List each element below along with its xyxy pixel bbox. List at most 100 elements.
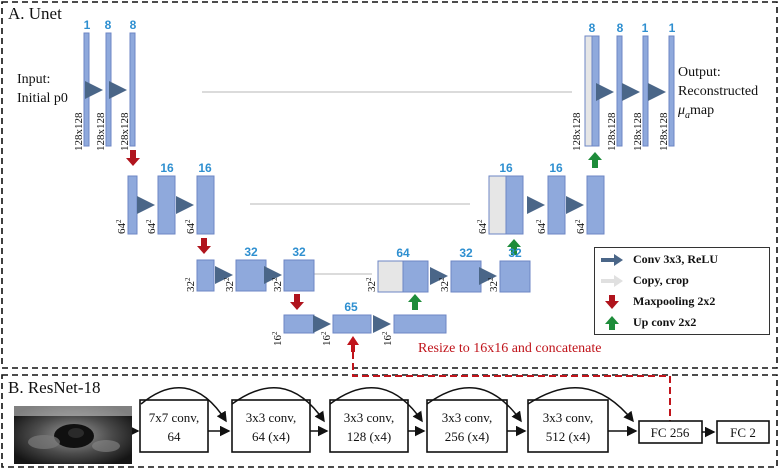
dark-arrow-right-icon xyxy=(601,254,623,266)
size-label: 642 xyxy=(115,219,128,234)
resize-connection xyxy=(347,336,671,421)
feature-map-enc2-a xyxy=(157,175,176,235)
size-label: 642 xyxy=(535,219,548,234)
resolution-label: 128x128 xyxy=(658,112,670,151)
resnet-blocks: 7x7 conv, 64 3x3 conv, 64 (x4) 3x3 conv,… xyxy=(139,399,770,453)
legend-label: Maxpooling 2x2 xyxy=(633,294,716,308)
output-label: Output: Reconstructed μamap xyxy=(678,64,758,122)
size-label: 642 xyxy=(574,219,587,234)
resnet-block-line1: 3x3 conv, xyxy=(246,410,296,425)
residual-curve xyxy=(140,386,227,423)
feature-map-bottle-out xyxy=(393,314,447,334)
legend-item-copy: Copy, crop xyxy=(595,272,771,290)
feature-map-dec1-copy xyxy=(584,35,593,147)
resnet-block-line1: 3x3 conv, xyxy=(344,410,394,425)
resnet-block-line1: 3x3 conv, xyxy=(442,410,492,425)
input-label-line2: Initial p0 xyxy=(17,90,68,106)
resnet-block-line2: 64 (x4) xyxy=(252,429,290,444)
output-label-line1: Output: xyxy=(678,65,721,80)
resnet-block xyxy=(231,399,311,453)
output-label-line3: μamap xyxy=(678,102,758,122)
size-label: 322 xyxy=(365,277,378,292)
resolution-labels: 128x128 128x128 128x128 128x128 128x128 … xyxy=(73,112,670,151)
conv-arrows xyxy=(85,81,666,333)
legend: Conv 3x3, ReLU Copy, crop Maxpooling 2x2… xyxy=(594,247,770,335)
residual-curve xyxy=(231,386,325,423)
channel-label: 16 xyxy=(160,161,174,175)
upconv-arrow-icon xyxy=(507,239,521,255)
legend-item-upconv: Up conv 2x2 xyxy=(595,314,771,332)
resolution-label: 128x128 xyxy=(73,112,85,151)
feature-map-dec2-copy xyxy=(488,175,507,235)
resolution-label: 128x128 xyxy=(571,112,583,151)
fc-2-block xyxy=(716,420,770,444)
resnet-block xyxy=(426,399,508,453)
feature-map-dec1-up xyxy=(591,35,600,147)
channel-label: 16 xyxy=(198,161,212,175)
size-label: 322 xyxy=(184,277,197,292)
resnet-block-line1: 7x7 conv, xyxy=(149,410,199,425)
resize-dashed-line xyxy=(352,352,671,421)
channel-label: 8 xyxy=(589,21,596,35)
feature-map-enc2-b xyxy=(196,175,215,235)
feature-map-out xyxy=(668,35,675,147)
mu-symbol: μ xyxy=(678,102,686,118)
channel-label: 64 xyxy=(396,246,410,260)
resolution-label: 128x128 xyxy=(119,112,131,151)
channel-label: 32 xyxy=(508,246,522,260)
panel-b-frame xyxy=(1,374,778,468)
size-label: 322 xyxy=(223,277,236,292)
resolution-label: 128x128 xyxy=(606,112,618,151)
channel-label: 16 xyxy=(499,161,513,175)
residual-curve xyxy=(426,386,522,423)
maxpool-arrow-icon xyxy=(126,150,140,166)
gray-arrow-right-icon xyxy=(601,275,623,287)
channel-label: 32 xyxy=(244,245,258,259)
channel-label: 1 xyxy=(642,21,649,35)
residual-curve xyxy=(527,386,634,423)
ultrasound-image xyxy=(14,406,132,464)
legend-label: Up conv 2x2 xyxy=(633,315,697,329)
channel-label: 1 xyxy=(669,21,676,35)
mu-subscript: a xyxy=(685,109,691,121)
resnet-arrows xyxy=(129,425,716,438)
feature-map-dec2-a xyxy=(547,175,566,235)
feature-map-enc3-a xyxy=(235,259,267,292)
legend-item-maxpool: Maxpooling 2x2 xyxy=(595,293,771,311)
feature-map-bottle-in xyxy=(283,314,315,334)
legend-item-conv: Conv 3x3, ReLU xyxy=(595,251,771,269)
feature-map-dec2-up xyxy=(505,175,524,235)
fc-2-label: FC 2 xyxy=(730,425,756,440)
channel-labels: 1 8 8 16 16 32 32 65 64 32 32 16 16 8 8 … xyxy=(84,18,676,314)
size-label: 322 xyxy=(438,277,451,292)
red-arrow-down-icon xyxy=(605,295,619,309)
size-label: 642 xyxy=(184,219,197,234)
feature-map-enc1-b xyxy=(129,32,136,147)
feature-map-bottle-concat xyxy=(332,314,372,334)
upconv-arrow-icon xyxy=(408,294,422,310)
size-label: 162 xyxy=(320,331,333,346)
resolution-label: 128x128 xyxy=(632,112,644,151)
size-label: 162 xyxy=(381,331,394,346)
resnet-block xyxy=(139,399,209,453)
green-arrow-up-icon xyxy=(605,316,619,330)
resnet-block-line2: 512 (x4) xyxy=(546,429,590,444)
input-label: Input: Initial p0 xyxy=(17,71,68,109)
size-label: 642 xyxy=(145,219,158,234)
resnet-block xyxy=(329,399,409,453)
fc-256-label: FC 256 xyxy=(651,425,690,440)
channel-label: 32 xyxy=(459,246,473,260)
resize-note: Resize to 16x16 and concatenate xyxy=(418,341,602,356)
resnet-block-line2: 128 (x4) xyxy=(347,429,391,444)
channel-label: 8 xyxy=(130,18,137,32)
feature-map-enc3-in xyxy=(196,259,215,292)
maxpool-arrows xyxy=(126,150,304,310)
channel-label: 65 xyxy=(344,300,358,314)
size-label: 162 xyxy=(271,331,284,346)
panel-a-title: A. Unet xyxy=(6,4,64,23)
resolution-label: 128x128 xyxy=(95,112,107,151)
feature-map-dec3-a xyxy=(450,260,482,293)
resize-arrow-icon xyxy=(347,336,359,352)
map-word: map xyxy=(690,102,715,118)
